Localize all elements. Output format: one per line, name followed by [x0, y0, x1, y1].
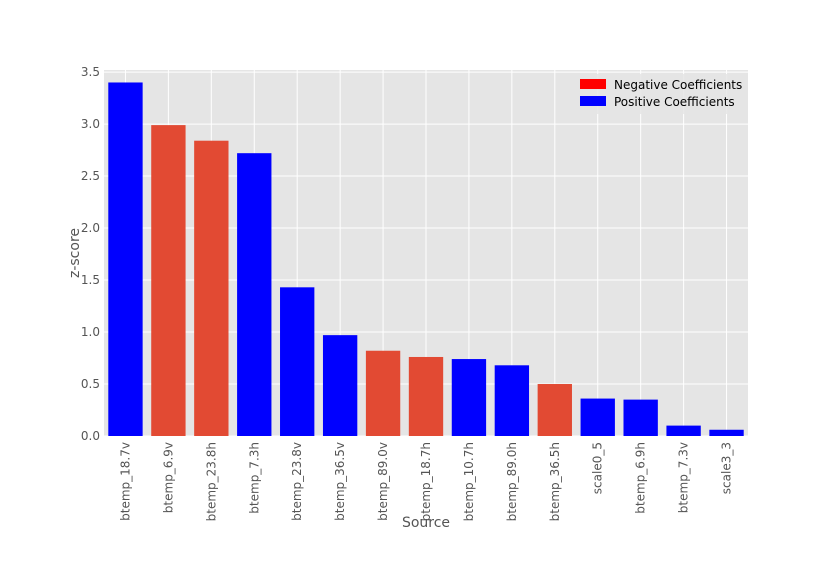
legend-swatch-negative: [580, 79, 606, 89]
bar-btemp_36.5h: [537, 384, 572, 436]
x-tick-label: btemp_89.0h: [505, 442, 519, 521]
x-tick-label: btemp_6.9h: [634, 442, 648, 514]
y-tick-label: 1.0: [81, 325, 100, 339]
y-tick-label: 3.5: [81, 65, 100, 79]
x-tick-label: btemp_23.8h: [204, 442, 218, 521]
bar-btemp_89.0h: [494, 365, 530, 436]
x-tick-label: btemp_7.3h: [247, 442, 261, 514]
bars: [108, 82, 744, 437]
y-tick-label: 1.5: [81, 273, 100, 287]
y-axis-title: z-score: [67, 228, 83, 278]
y-tick-label: 0.5: [81, 377, 100, 391]
bar-btemp_6.9v: [151, 125, 186, 436]
bar-btemp_23.8h: [194, 140, 229, 437]
x-tick-label: btemp_36.5h: [548, 442, 562, 521]
x-tick-labels: btemp_18.7v btemp_6.9v btemp_23.8h btemp_7.…: [118, 442, 733, 521]
bar-scale0_5: [580, 398, 615, 436]
y-tick-label: 3.0: [81, 117, 100, 131]
legend-swatch-positive: [580, 96, 606, 106]
bar-btemp_7.3v: [666, 425, 701, 436]
legend: Negative Coefficients Positive Coefficie…: [574, 74, 742, 114]
legend-label-negative: Negative Coefficients: [614, 78, 742, 92]
x-tick-label: btemp_36.5v: [333, 442, 347, 521]
x-tick-label: scale0_5: [591, 442, 605, 494]
x-tick-label: scale3_3: [720, 442, 734, 494]
x-tick-label: btemp_6.9v: [161, 442, 175, 513]
bar-btemp_23.8v: [280, 287, 315, 436]
x-tick-label: btemp_18.7v: [118, 442, 132, 521]
x-axis-title: Source: [402, 515, 450, 531]
x-tick-label: btemp_89.0v: [376, 442, 390, 521]
y-tick-label: 2.0: [81, 221, 100, 235]
legend-label-positive: Positive Coefficients: [614, 95, 735, 109]
y-tick-labels: 0.0 0.5 1.0 1.5 2.0 2.5 3.0 3.5: [81, 65, 100, 443]
bar-btemp_6.9h: [623, 399, 658, 436]
bar-btemp_10.7h: [451, 359, 487, 436]
bar-btemp_18.7h: [408, 356, 444, 436]
bar-btemp_36.5v: [322, 335, 358, 436]
x-tick-label: btemp_18.7h: [419, 442, 433, 521]
bar-btemp_18.7v: [108, 82, 143, 437]
x-tick-label: btemp_7.3v: [677, 442, 691, 513]
bar-btemp_7.3h: [237, 153, 272, 436]
x-tick-label: btemp_10.7h: [462, 442, 476, 521]
y-tick-label: 2.5: [81, 169, 100, 183]
x-tick-label: btemp_23.8v: [290, 442, 304, 521]
y-tick-label: 0.0: [81, 429, 100, 443]
bar-scale3_3: [709, 429, 744, 436]
bar-btemp_89.0v: [365, 350, 401, 436]
